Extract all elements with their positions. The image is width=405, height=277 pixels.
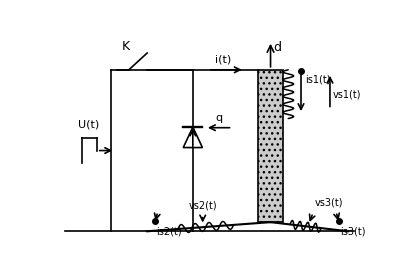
Text: is1(t): is1(t) (304, 74, 329, 84)
Text: vs2(t): vs2(t) (188, 200, 217, 210)
Text: is3(t): is3(t) (340, 227, 365, 237)
Text: is2(t): is2(t) (156, 227, 181, 237)
Text: K: K (122, 40, 130, 53)
Text: U(t): U(t) (78, 119, 99, 129)
Text: q: q (215, 113, 222, 123)
Text: vs1(t): vs1(t) (332, 89, 360, 99)
Polygon shape (183, 127, 202, 148)
Text: i(t): i(t) (215, 54, 231, 64)
Text: vs3(t): vs3(t) (314, 198, 342, 208)
Bar (258, 70, 282, 222)
Text: d: d (273, 41, 281, 54)
